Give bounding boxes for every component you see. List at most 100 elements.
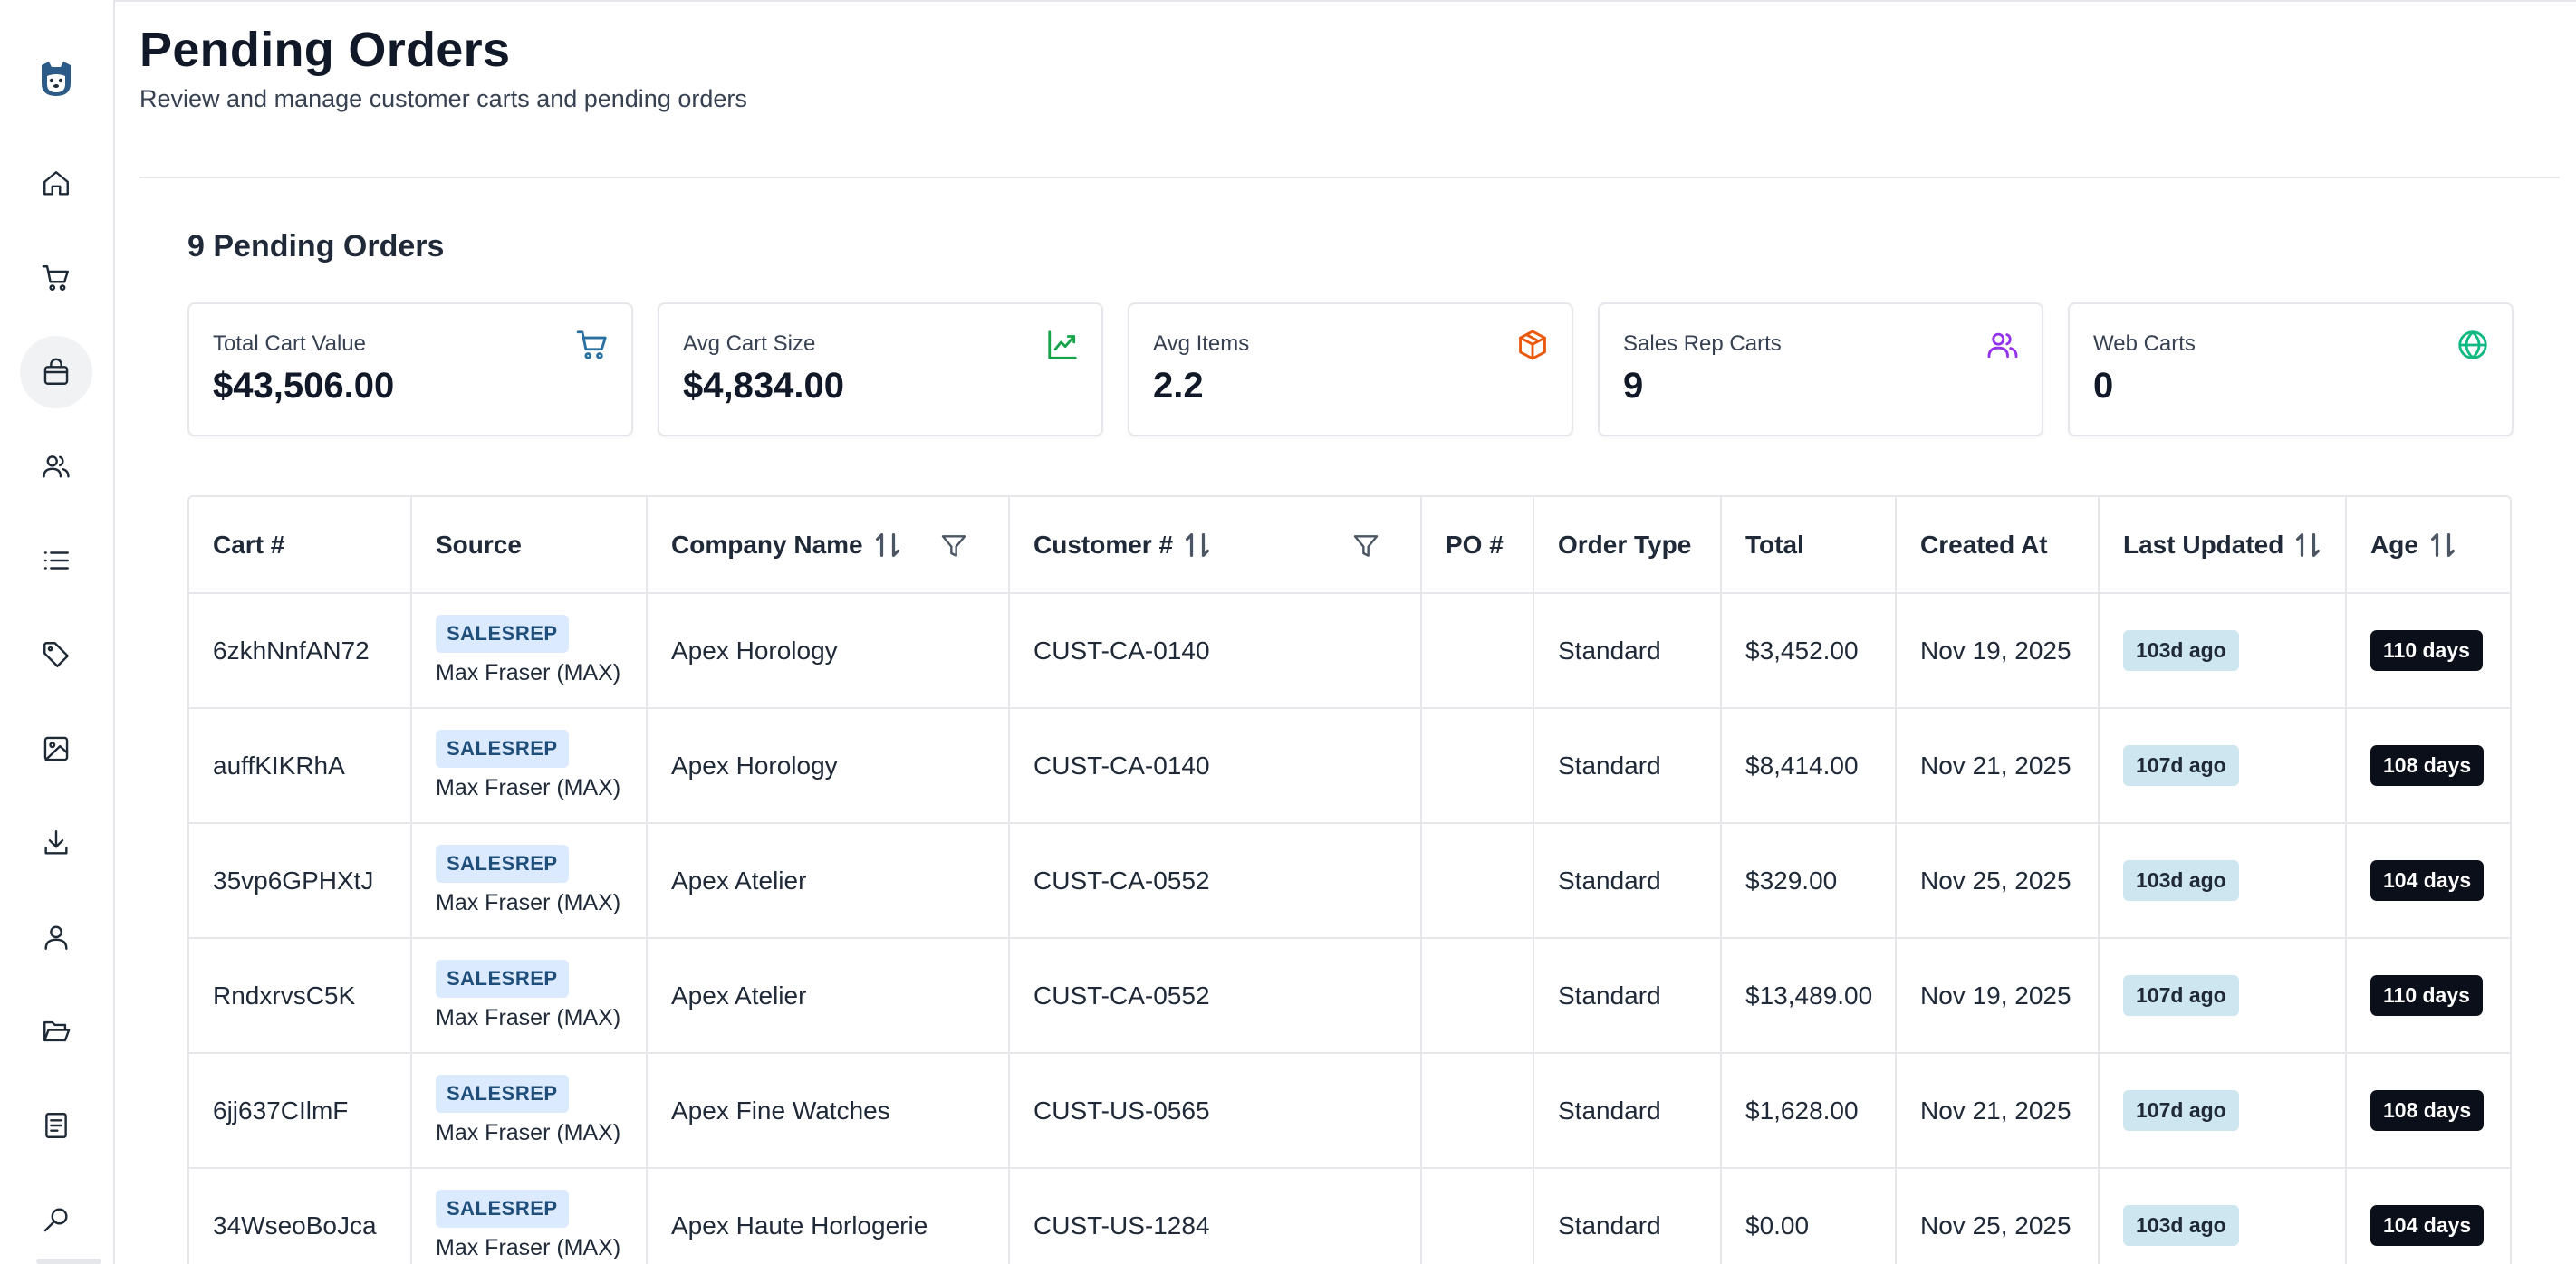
stat-value: $43,506.00 xyxy=(213,366,395,406)
user-icon xyxy=(44,925,68,950)
created-at: Nov 21, 2025 xyxy=(1896,1053,2100,1169)
table-row[interactable]: 34WseoBoJca SALESREP Max Fraser (MAX) Ap… xyxy=(189,1168,2510,1264)
created-at: Nov 25, 2025 xyxy=(1896,823,2100,939)
source-badge: SALESREP xyxy=(436,960,569,998)
age-cell: 104 days xyxy=(2346,823,2510,939)
last-updated-badge: 107d ago xyxy=(2123,745,2239,786)
cart-number[interactable]: 6jj637CIlmF xyxy=(189,1053,412,1169)
sort-icon[interactable] xyxy=(2430,531,2455,559)
source-badge: SALESREP xyxy=(436,615,569,653)
stat-value: $4,834.00 xyxy=(683,366,844,406)
nav-customers[interactable] xyxy=(20,430,92,503)
source-badge: SALESREP xyxy=(436,1190,569,1228)
nav-folders[interactable] xyxy=(20,995,92,1068)
last-updated-cell: 103d ago xyxy=(2099,593,2347,709)
customer-number: CUST-US-0565 xyxy=(1009,1053,1422,1169)
source-cell: SALESREP Max Fraser (MAX) xyxy=(411,823,648,939)
sidebar xyxy=(0,0,115,1264)
created-at: Nov 21, 2025 xyxy=(1896,708,2100,824)
sort-icon[interactable] xyxy=(2296,531,2321,559)
cart-number[interactable]: 6zkhNnfAN72 xyxy=(189,593,412,709)
customer-number: CUST-CA-0140 xyxy=(1009,593,1422,709)
source-badge: SALESREP xyxy=(436,845,569,883)
order-type: Standard xyxy=(1533,1168,1722,1264)
package-icon xyxy=(1515,328,1550,362)
order-total: $8,414.00 xyxy=(1721,708,1897,824)
nav-cart[interactable] xyxy=(20,242,92,314)
nav-search[interactable] xyxy=(20,1183,92,1256)
sales-rep-name: Max Fraser (MAX) xyxy=(436,1005,621,1030)
nav-downloads[interactable] xyxy=(20,807,92,879)
column-header-created-at: Created At xyxy=(1896,497,2100,594)
company-name: Apex Atelier xyxy=(647,938,1010,1054)
table-row[interactable]: 35vp6GPHXtJ SALESREP Max Fraser (MAX) Ap… xyxy=(189,823,2510,939)
age-cell: 110 days xyxy=(2346,593,2510,709)
cart-number[interactable]: 34WseoBoJca xyxy=(189,1168,412,1264)
column-header-company-name[interactable]: Company Name xyxy=(647,497,1010,594)
top-border xyxy=(0,0,2576,2)
customer-number: CUST-CA-0552 xyxy=(1009,823,1422,939)
last-updated-badge: 103d ago xyxy=(2123,1205,2239,1246)
nav-list[interactable] xyxy=(20,524,92,597)
column-header-last-updated[interactable]: Last Updated xyxy=(2099,497,2347,594)
order-type: Standard xyxy=(1533,1053,1722,1169)
nav-documents[interactable] xyxy=(20,1089,92,1162)
column-header-order-type: Order Type xyxy=(1533,497,1722,594)
company-name: Apex Horology xyxy=(647,708,1010,824)
order-total: $1,628.00 xyxy=(1721,1053,1897,1169)
company-name: Apex Fine Watches xyxy=(647,1053,1010,1169)
stat-card-web-carts: Web Carts 0 xyxy=(2068,302,2514,436)
image-icon xyxy=(43,736,69,761)
last-updated-cell: 103d ago xyxy=(2099,823,2347,939)
order-type: Standard xyxy=(1533,593,1722,709)
source-cell: SALESREP Max Fraser (MAX) xyxy=(411,593,648,709)
source-badge: SALESREP xyxy=(436,1075,569,1113)
age-badge: 108 days xyxy=(2370,745,2485,786)
stat-value: 0 xyxy=(2093,366,2114,406)
pending-orders-table: Cart # Source Company Name Customer # PO… xyxy=(187,495,2512,1264)
nav-profile[interactable] xyxy=(20,901,92,973)
last-updated-cell: 107d ago xyxy=(2099,1053,2347,1169)
cart-number[interactable]: RndxrvsC5K xyxy=(189,938,412,1054)
table-row[interactable]: 6jj637CIlmF SALESREP Max Fraser (MAX) Ap… xyxy=(189,1053,2510,1169)
sort-icon[interactable] xyxy=(1186,531,1210,559)
nav-tags[interactable] xyxy=(20,618,92,691)
po-number xyxy=(1421,938,1534,1054)
filter-icon[interactable] xyxy=(939,531,968,560)
sales-rep-name: Max Fraser (MAX) xyxy=(436,890,621,915)
table-row[interactable]: 6zkhNnfAN72 SALESREP Max Fraser (MAX) Ap… xyxy=(189,593,2510,709)
column-header-customer[interactable]: Customer # xyxy=(1009,497,1422,594)
bear-logo-icon[interactable] xyxy=(34,56,78,100)
stat-value: 2.2 xyxy=(1153,366,1204,406)
stat-card-avg-items: Avg Items 2.2 xyxy=(1128,302,1573,436)
filter-icon[interactable] xyxy=(1351,531,1380,560)
created-at: Nov 19, 2025 xyxy=(1896,593,2100,709)
column-header-age[interactable]: Age xyxy=(2346,497,2510,594)
stat-label: Web Carts xyxy=(2093,331,2196,356)
sales-rep-name: Max Fraser (MAX) xyxy=(436,1120,621,1145)
table-row[interactable]: auffKIKRhA SALESREP Max Fraser (MAX) Ape… xyxy=(189,708,2510,824)
cart-number[interactable]: auffKIKRhA xyxy=(189,708,412,824)
column-header-source: Source xyxy=(411,497,648,594)
page-subtitle: Review and manage customer carts and pen… xyxy=(139,85,747,112)
last-updated-cell: 107d ago xyxy=(2099,708,2347,824)
last-updated-badge: 103d ago xyxy=(2123,630,2239,671)
cart-number[interactable]: 35vp6GPHXtJ xyxy=(189,823,412,939)
sort-icon[interactable] xyxy=(875,531,899,559)
po-number xyxy=(1421,823,1534,939)
trend-up-icon xyxy=(1045,328,1080,362)
nav-pending-orders[interactable] xyxy=(20,336,92,408)
nav-home[interactable] xyxy=(20,148,92,220)
nav-images[interactable] xyxy=(20,713,92,785)
sales-rep-name: Max Fraser (MAX) xyxy=(436,775,621,800)
source-cell: SALESREP Max Fraser (MAX) xyxy=(411,1053,648,1169)
source-cell: SALESREP Max Fraser (MAX) xyxy=(411,1168,648,1264)
order-total: $0.00 xyxy=(1721,1168,1897,1264)
age-badge: 110 days xyxy=(2370,630,2483,671)
table-row[interactable]: RndxrvsC5K SALESREP Max Fraser (MAX) Ape… xyxy=(189,938,2510,1054)
po-number xyxy=(1421,708,1534,824)
age-cell: 104 days xyxy=(2346,1168,2510,1264)
created-at: Nov 19, 2025 xyxy=(1896,938,2100,1054)
search-icon xyxy=(43,1208,68,1232)
customer-number: CUST-CA-0552 xyxy=(1009,938,1422,1054)
